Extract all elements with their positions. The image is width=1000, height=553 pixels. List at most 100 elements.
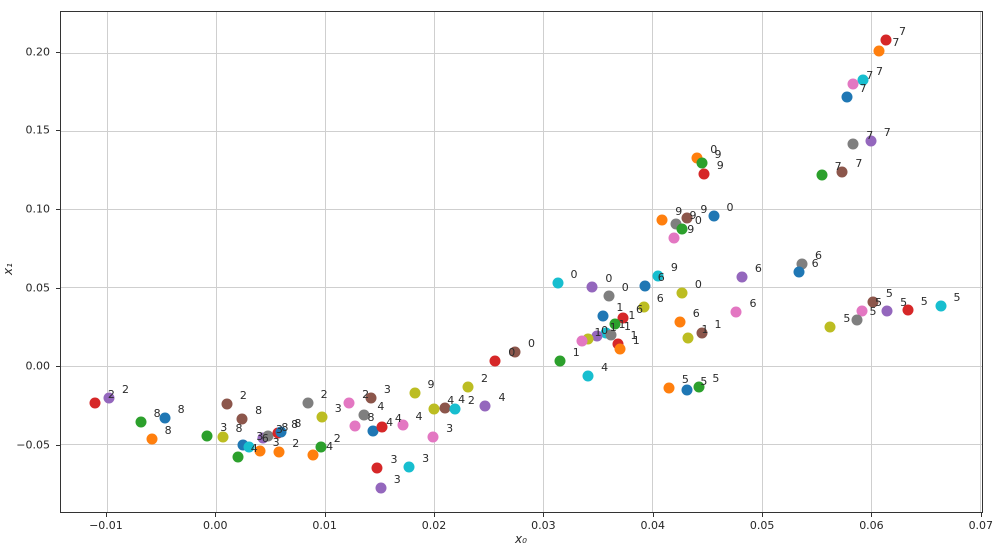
point-label: 1: [701, 322, 709, 336]
point-label: 1: [616, 300, 624, 314]
point-label: 2: [481, 371, 489, 385]
data-point: [358, 409, 370, 421]
point-label: 7: [866, 68, 874, 82]
x-tick-mark: [762, 513, 764, 517]
y-tick-mark: [56, 366, 60, 368]
data-point: [146, 433, 158, 445]
data-point: [708, 210, 720, 222]
point-label: 6: [811, 256, 819, 270]
data-point: [605, 329, 617, 341]
point-label: 9: [714, 148, 722, 162]
y-tick-label: 0.10: [25, 202, 51, 216]
point-label: 3: [256, 430, 264, 444]
data-point: [670, 218, 682, 230]
y-tick-mark: [56, 130, 60, 132]
point-label: 6: [635, 302, 643, 316]
point-label: 9: [716, 159, 724, 173]
data-point: [847, 78, 859, 90]
data-point: [273, 446, 285, 458]
point-label: 2: [239, 389, 247, 403]
point-label: 7: [866, 128, 874, 142]
point-label: 2: [333, 432, 341, 446]
data-point: [201, 430, 213, 442]
data-point: [236, 413, 248, 425]
point-label: 2: [122, 383, 129, 397]
gridline-vertical: [761, 12, 763, 512]
data-point: [881, 305, 893, 317]
point-label: 1: [630, 328, 638, 342]
data-point: [509, 346, 521, 358]
data-point: [674, 316, 686, 328]
data-point: [847, 138, 859, 150]
data-point: [371, 462, 383, 474]
data-point: [254, 445, 266, 457]
x-tick-label: 0.04: [640, 519, 665, 532]
y-tick-mark: [56, 287, 60, 289]
point-label: 8: [255, 404, 263, 418]
point-label: 0: [508, 345, 516, 359]
data-point: [873, 45, 885, 57]
data-point: [217, 431, 228, 443]
point-label: 7: [834, 160, 842, 174]
point-label: 9: [689, 209, 697, 223]
data-point: [375, 482, 387, 494]
point-label: 9: [670, 260, 678, 274]
point-label: 5: [874, 295, 882, 309]
point-label: 3: [393, 473, 401, 487]
gridline-vertical: [652, 12, 654, 512]
data-point: [639, 280, 651, 292]
data-point: [349, 420, 361, 432]
point-label: 4: [458, 393, 466, 407]
x-tick-label: 0.06: [859, 519, 884, 532]
gridline-horizontal: [61, 52, 982, 54]
gridline-vertical: [106, 12, 108, 512]
point-label: 6: [814, 248, 822, 262]
data-point: [462, 381, 474, 393]
y-tick-mark: [56, 209, 60, 210]
data-point: [656, 214, 668, 226]
data-point: [367, 425, 379, 437]
gridline-vertical: [870, 12, 872, 512]
data-point: [552, 277, 563, 289]
point-label: 6: [692, 306, 700, 320]
y-tick-label: 0.20: [25, 45, 51, 59]
point-label: 6: [656, 291, 664, 305]
point-label: 4: [498, 391, 506, 405]
data-point: [614, 343, 626, 355]
point-label: 5: [681, 373, 689, 387]
y-tick-label: 0.05: [25, 281, 51, 295]
data-point: [935, 300, 947, 312]
point-label: 0: [710, 143, 718, 157]
data-point: [315, 441, 327, 453]
point-label: 7: [898, 24, 906, 38]
point-label: 9: [675, 205, 683, 219]
data-point: [275, 426, 287, 438]
point-label: 3: [220, 421, 228, 435]
data-point: [681, 384, 693, 396]
point-label: 2: [292, 437, 300, 451]
gridline-vertical: [979, 12, 981, 512]
y-tick-mark: [56, 444, 60, 446]
point-label: 1: [632, 333, 640, 347]
y-axis-label: x₁: [0, 263, 15, 275]
x-tick-label: 0.01: [312, 519, 337, 532]
x-tick-mark: [980, 513, 982, 517]
data-point: [403, 461, 415, 473]
data-point: [365, 392, 377, 404]
gridline-vertical: [325, 12, 327, 512]
point-label: 3: [272, 436, 280, 450]
data-point: [652, 270, 664, 282]
point-label: 7: [859, 81, 867, 95]
data-point: [676, 223, 688, 235]
data-point: [880, 34, 892, 46]
x-tick-mark: [652, 513, 654, 517]
point-label: 5: [900, 295, 908, 309]
data-point: [262, 430, 274, 442]
data-point: [696, 327, 708, 339]
data-point: [793, 266, 805, 278]
point-label: 9: [427, 377, 435, 391]
data-point: [397, 419, 409, 431]
data-point: [449, 403, 461, 415]
data-point: [221, 398, 233, 410]
